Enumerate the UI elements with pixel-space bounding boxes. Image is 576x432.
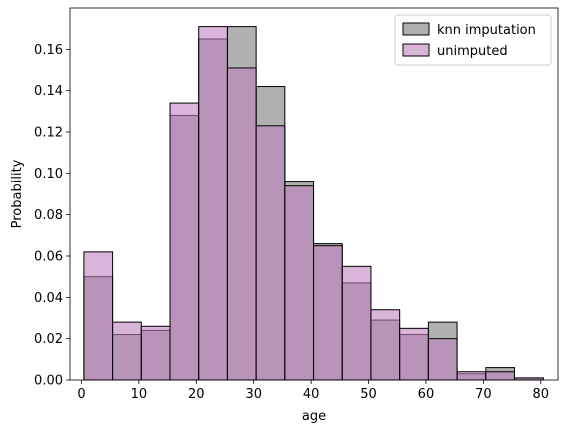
bar-unimputed-8 — [313, 245, 343, 381]
y-tick-label: 0.02 — [34, 332, 63, 347]
bar-unimputed-9 — [341, 265, 372, 381]
x-tick-label: 0 — [77, 387, 85, 402]
bar-unimputed-11 — [399, 327, 429, 381]
bar-unimputed-4 — [198, 26, 228, 381]
y-tick-label: 0.14 — [34, 84, 63, 99]
legend-label-knn-imputation: knn imputation — [437, 23, 536, 38]
y-axis: 0.00 0.02 0.04 0.06 0.08 0.10 0.12 0.14 0.16 — [34, 43, 70, 389]
x-tick-label: 20 — [188, 387, 205, 402]
bar-unimputed-5 — [226, 67, 257, 381]
y-tick-label: 0.12 — [34, 126, 63, 141]
y-tick-label: 0.08 — [34, 208, 63, 223]
y-axis-label: Probability — [10, 159, 25, 228]
bar-unimputed-2 — [140, 325, 171, 381]
y-tick-label: 0.10 — [34, 167, 63, 182]
x-tick-label: 40 — [303, 387, 320, 402]
bar-unimputed-14 — [485, 371, 515, 381]
legend-label-unimputed: unimputed — [437, 44, 508, 59]
y-tick-label: 0.00 — [34, 374, 63, 389]
legend-swatch-knn-imputation — [402, 22, 430, 36]
x-tick-label: 30 — [245, 387, 262, 402]
bar-unimputed-7 — [284, 185, 315, 381]
x-axis-label: age — [302, 409, 326, 424]
x-tick-label: 70 — [475, 387, 492, 402]
bar-unimputed-3 — [169, 102, 200, 381]
bar-unimputed-10 — [370, 309, 401, 381]
y-tick-label: 0.16 — [34, 43, 63, 58]
bar-unimputed-12 — [427, 338, 458, 381]
bar-unimputed-0 — [83, 251, 114, 381]
plot-frame — [69, 7, 559, 381]
legend-box — [394, 14, 552, 66]
bar-unimputed-6 — [255, 125, 286, 381]
y-tick-label: 0.06 — [34, 250, 63, 265]
x-tick-label: 60 — [418, 387, 435, 402]
bar-unimputed-13 — [456, 371, 487, 381]
x-tick-label: 80 — [533, 387, 550, 402]
x-axis: 0 10 20 30 40 50 60 70 80 — [77, 380, 549, 402]
y-tick-label: 0.04 — [34, 291, 63, 306]
unimputed-bars — [83, 26, 544, 381]
bar-unimputed-1 — [112, 321, 142, 381]
legend-swatch-unimputed — [402, 43, 430, 57]
x-tick-label: 10 — [131, 387, 148, 402]
x-tick-label: 50 — [360, 387, 377, 402]
legend: knn imputation unimputed — [394, 14, 552, 66]
